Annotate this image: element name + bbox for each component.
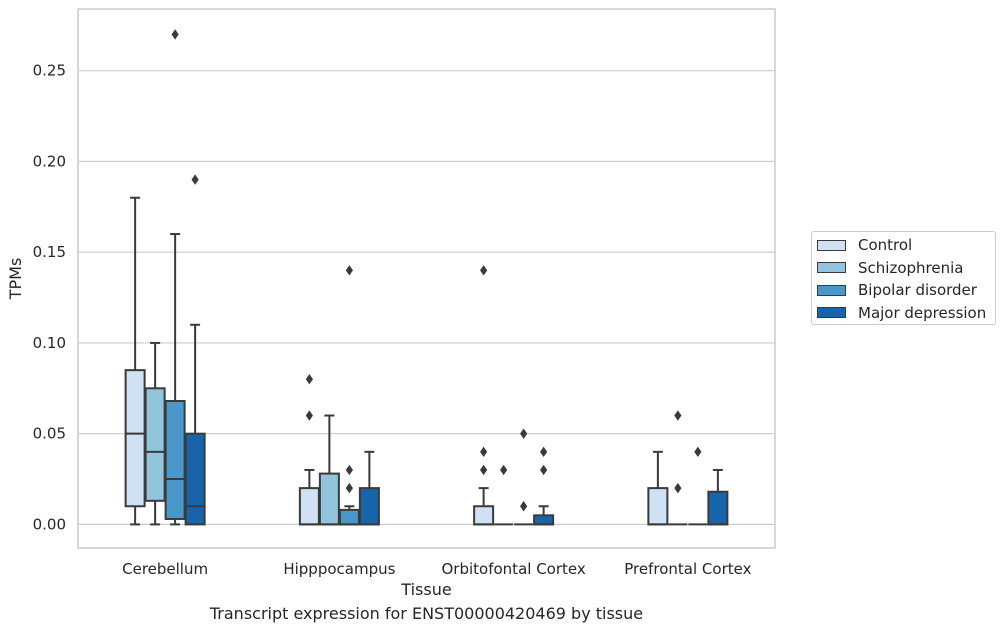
y-tick-label: 0.20: [33, 152, 66, 170]
box-schizophrenia: [494, 464, 514, 526]
outlier-point: [520, 501, 528, 512]
legend-item: Bipolar disorder: [817, 280, 977, 300]
box-iqr: [164, 400, 186, 520]
outlier-point: [540, 464, 548, 476]
box-major-depression: [533, 446, 555, 526]
x-tick-labels: Cerebellum Hipppocampus Orbitofontal Corte…: [122, 560, 751, 578]
outlier-point: [480, 464, 488, 476]
box-major-depression: [184, 174, 206, 526]
x-tick-label: Prefrontal Cortex: [624, 560, 751, 578]
y-tick-labels: 0.00 0.05 0.10 0.15 0.20 0.25: [33, 62, 66, 534]
outlier-point: [191, 174, 199, 185]
y-tick-label: 0.05: [33, 425, 66, 443]
box-bipolar-disorder: [514, 428, 534, 526]
y-axis-label: TPMs: [6, 258, 25, 301]
box-iqr: [144, 387, 166, 502]
box-iqr: [473, 505, 495, 526]
outlier-point: [520, 428, 528, 439]
outlier-point: [674, 410, 682, 421]
legend-item: Schizophrenia: [817, 258, 963, 278]
x-axis-label: Tissue: [400, 580, 451, 599]
outlier-point: [480, 265, 488, 276]
legend-item: Major depression: [817, 303, 986, 323]
box-major-depression: [358, 450, 380, 526]
box-iqr: [338, 508, 360, 526]
legend-label: Major depression: [858, 303, 987, 322]
box-bipolar-disorder: [338, 265, 360, 526]
outlier-point: [305, 374, 313, 385]
x-tick-label: Orbitofontal Cortex: [442, 560, 586, 578]
box-bipolar-disorder: [164, 29, 186, 526]
outlier-point: [345, 464, 353, 476]
box-iqr: [533, 514, 555, 526]
box-iqr: [318, 472, 340, 526]
box-major-depression: [707, 468, 729, 526]
outlier-point: [345, 482, 353, 494]
box-iqr: [298, 487, 320, 526]
box-control: [647, 450, 669, 526]
legend-item: Control: [817, 235, 912, 255]
outlier-point: [674, 482, 682, 494]
box-iqr: [647, 487, 669, 526]
box-iqr: [184, 432, 206, 526]
outlier-point: [480, 446, 488, 458]
box-schizophrenia: [318, 414, 340, 526]
y-tick-label: 0.00: [33, 515, 66, 533]
outlier-point: [305, 410, 313, 421]
box-control: [298, 374, 320, 526]
x-tick-label: Hipppocampus: [283, 560, 395, 578]
legend-swatch: [817, 284, 846, 296]
outlier-point: [345, 265, 353, 276]
outlier-point: [540, 446, 548, 458]
y-tick-label: 0.10: [33, 334, 66, 352]
legend-swatch: [817, 262, 846, 273]
box-schizophrenia: [144, 341, 166, 526]
y-tick-label: 0.25: [33, 62, 66, 80]
legend-label: Control: [858, 236, 913, 254]
outlier-point: [694, 446, 702, 458]
box-groups: [124, 29, 729, 526]
x-tick-label: Cerebellum: [122, 560, 208, 578]
outlier-point: [171, 29, 179, 40]
legend-swatch: [817, 239, 846, 251]
box-control: [473, 265, 495, 526]
box-iqr: [707, 490, 729, 526]
legend-label: Schizophrenia: [858, 258, 964, 277]
legend: Control Schizophrenia Bipolar disorder Majo…: [811, 231, 996, 325]
box-bipolar-disorder: [688, 446, 708, 526]
box-iqr: [358, 487, 380, 526]
y-tick-label: 0.15: [33, 243, 66, 261]
box-control: [124, 196, 146, 526]
outlier-point: [500, 464, 508, 476]
chart-caption: Transcript expression for ENST0000042046…: [209, 604, 644, 623]
legend-swatch: [817, 307, 846, 318]
legend-label: Bipolar disorder: [858, 281, 977, 299]
box-schizophrenia: [668, 410, 688, 526]
plot-frame: [77, 8, 776, 549]
box-iqr: [124, 369, 146, 508]
